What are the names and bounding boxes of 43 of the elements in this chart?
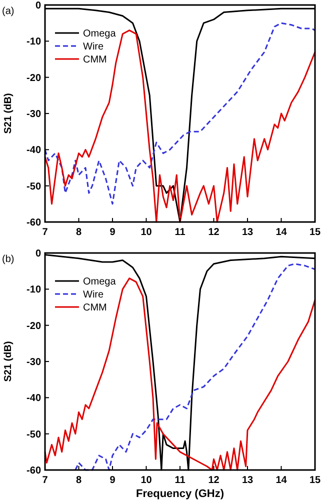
y-axis-title: S21 (dB)	[3, 341, 14, 382]
x-tick-label: 12	[208, 227, 220, 238]
y-tick-label: 0	[35, 0, 42, 12]
y-tick-label: -30	[26, 357, 42, 368]
y-tick-label: -40	[26, 145, 42, 156]
y-tick-label: -30	[26, 109, 42, 120]
legend-label: Omega	[83, 28, 116, 40]
y-tick-label: -50	[26, 429, 42, 440]
x-tick-label: 11	[174, 475, 186, 486]
legend-label: Omega	[83, 276, 116, 288]
x-tick-label: 13	[242, 475, 254, 486]
x-tick-label: 7	[42, 227, 48, 238]
y-tick-label: -10	[26, 284, 42, 296]
text: (a)	[2, 6, 14, 17]
legend-label: Wire	[83, 290, 104, 300]
legend-label: CMM	[83, 54, 107, 66]
x-axis-title: Frequency (GHz)	[136, 488, 224, 500]
y-tick-label: -20	[26, 320, 42, 332]
y-tick-label: -60	[26, 466, 42, 476]
x-tick-label: 10	[140, 227, 152, 238]
x-tick-label: 7	[42, 475, 48, 486]
x-tick-label: 11	[174, 227, 186, 238]
y-axis-title: S21 (dB)	[3, 93, 14, 134]
legend-label: CMM	[83, 302, 107, 314]
x-tick-label: 15	[309, 475, 321, 486]
x-tick-label: 13	[242, 227, 254, 238]
x-tick-label: 9	[110, 227, 116, 238]
legend-label: Wire	[83, 42, 104, 52]
y-tick-label: -60	[26, 218, 42, 228]
y-tick-label: -40	[26, 393, 42, 404]
x-tick-label: 14	[276, 475, 288, 486]
text: (b)	[2, 254, 14, 265]
x-tick-label: 8	[76, 475, 82, 486]
x-tick-label: 14	[276, 227, 288, 238]
x-tick-label: 9	[110, 475, 116, 486]
x-tick-label: 12	[208, 475, 220, 486]
x-tick-label: 8	[76, 227, 82, 238]
y-tick-label: -10	[26, 36, 42, 48]
x-tick-label: 15	[309, 227, 321, 238]
y-tick-label: -20	[26, 72, 42, 84]
y-tick-label: 0	[35, 248, 42, 260]
y-tick-label: -50	[26, 181, 42, 192]
x-tick-label: 10	[140, 475, 152, 486]
